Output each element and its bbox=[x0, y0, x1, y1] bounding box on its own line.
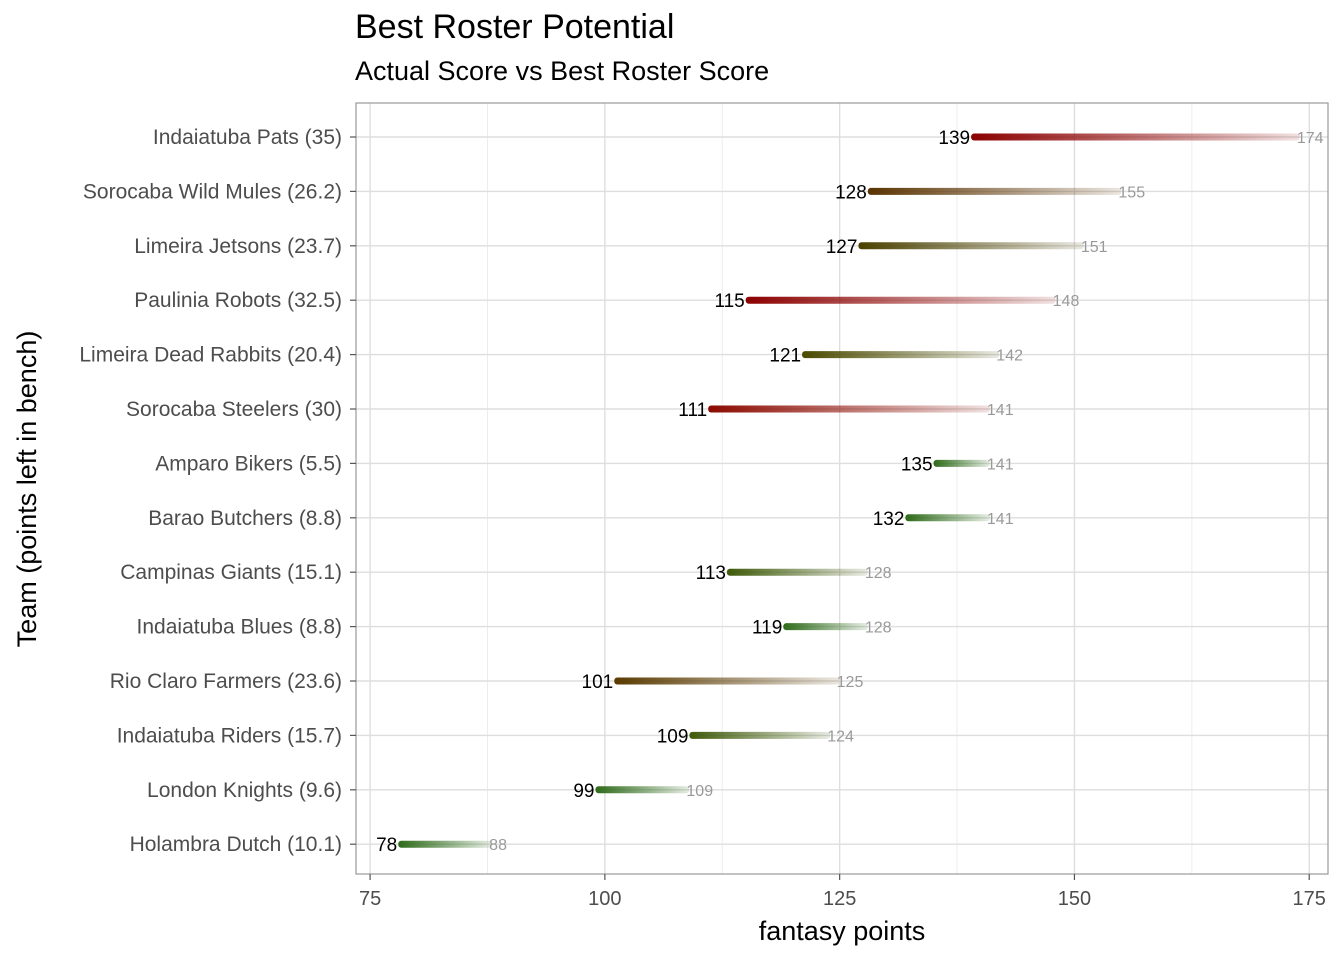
actual-score-label: 121 bbox=[769, 346, 801, 367]
x-tick-label: 75 bbox=[359, 888, 381, 910]
potential-bar bbox=[745, 296, 1056, 304]
potential-bar bbox=[708, 405, 990, 413]
y-tick-label: Sorocaba Wild Mules (26.2) bbox=[83, 180, 342, 203]
best-score-label: 141 bbox=[987, 402, 1014, 419]
actual-score-label: 78 bbox=[376, 835, 397, 856]
panel-border bbox=[355, 102, 1329, 875]
actual-score-label: 113 bbox=[696, 563, 726, 584]
actual-score-label: 109 bbox=[657, 726, 689, 747]
y-tick-label: Indaiatuba Pats (35) bbox=[153, 126, 342, 149]
potential-bar bbox=[726, 568, 868, 576]
y-tick-label: Paulinia Robots (32.5) bbox=[134, 289, 342, 312]
best-score-label: 141 bbox=[987, 511, 1014, 528]
y-tick-label: Sorocaba Steelers (30) bbox=[126, 398, 342, 421]
y-axis-title: Team (points left in bench) bbox=[12, 331, 42, 648]
best-score-label: 148 bbox=[1053, 293, 1080, 310]
potential-bar bbox=[905, 514, 990, 522]
best-score-label: 88 bbox=[489, 837, 507, 854]
best-score-label: 128 bbox=[865, 565, 892, 582]
best-score-label: 174 bbox=[1297, 130, 1324, 147]
x-tick-label: 100 bbox=[588, 888, 621, 910]
best-score-label: 124 bbox=[827, 728, 854, 745]
potential-bar bbox=[614, 677, 840, 685]
potential-bar bbox=[689, 731, 831, 739]
best-score-label: 128 bbox=[865, 620, 892, 637]
y-tick-label: London Knights (9.6) bbox=[147, 779, 342, 802]
potential-bar bbox=[971, 133, 1300, 141]
actual-score-label: 128 bbox=[835, 182, 867, 203]
y-tick-label: Holambra Dutch (10.1) bbox=[130, 833, 342, 856]
actual-score-label: 115 bbox=[714, 291, 744, 312]
y-tick-label: Indaiatuba Blues (8.8) bbox=[137, 616, 342, 639]
y-tick-label: Limeira Jetsons (23.7) bbox=[134, 235, 342, 258]
best-score-label: 151 bbox=[1081, 239, 1108, 256]
x-tick-label: 150 bbox=[1058, 888, 1091, 910]
potential-bar bbox=[858, 242, 1084, 250]
y-tick-label: Campinas Giants (15.1) bbox=[120, 561, 342, 584]
y-tick-label: Indaiatuba Riders (15.7) bbox=[117, 724, 342, 747]
best-score-label: 155 bbox=[1118, 184, 1145, 201]
chart-title: Best Roster Potential bbox=[355, 8, 675, 46]
potential-bar bbox=[802, 351, 1000, 359]
actual-score-label: 111 bbox=[678, 400, 707, 421]
actual-score-label: 99 bbox=[573, 781, 594, 802]
potential-bar bbox=[867, 187, 1122, 195]
actual-score-label: 132 bbox=[873, 509, 905, 530]
actual-score-label: 101 bbox=[582, 672, 614, 693]
actual-score-label: 127 bbox=[826, 237, 858, 258]
y-tick-label: Barao Butchers (8.8) bbox=[148, 507, 342, 530]
best-score-label: 142 bbox=[996, 348, 1023, 365]
x-tick-label: 175 bbox=[1293, 888, 1326, 910]
best-score-label: 109 bbox=[686, 783, 713, 800]
chart-subtitle: Actual Score vs Best Roster Score bbox=[355, 56, 770, 86]
potential-bar bbox=[933, 459, 990, 467]
actual-score-label: 139 bbox=[938, 128, 970, 149]
best-score-label: 125 bbox=[837, 674, 864, 691]
best-score-label: 141 bbox=[987, 456, 1014, 473]
actual-score-label: 119 bbox=[752, 618, 782, 639]
actual-score-label: 135 bbox=[901, 454, 933, 475]
x-axis-title: fantasy points bbox=[759, 916, 926, 946]
y-tick-label: Rio Claro Farmers (23.6) bbox=[110, 670, 342, 693]
potential-bar bbox=[595, 786, 690, 794]
y-tick-label: Limeira Dead Rabbits (20.4) bbox=[79, 344, 342, 367]
x-tick-label: 125 bbox=[823, 888, 856, 910]
potential-bar bbox=[398, 840, 493, 848]
potential-bar bbox=[783, 623, 868, 631]
y-tick-label: Amparo Bikers (5.5) bbox=[155, 452, 342, 475]
